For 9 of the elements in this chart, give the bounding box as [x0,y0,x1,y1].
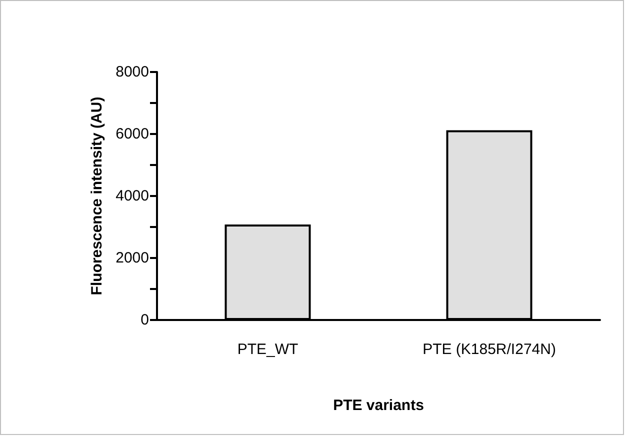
y-tick-label: 6000 [116,126,149,142]
y-tick-label: 0 [140,312,149,328]
x-tick-label: PTE (K185R/I274N) [422,341,556,358]
y-axis-title: Fluorescence intensity (AU) [88,96,106,296]
x-tick-label: PTE_WT [237,341,298,358]
y-tick-label: 4000 [116,188,149,204]
x-axis-title: PTE variants [333,397,424,414]
y-tick-label: 2000 [116,250,149,266]
y-tick-label: 8000 [116,64,149,80]
